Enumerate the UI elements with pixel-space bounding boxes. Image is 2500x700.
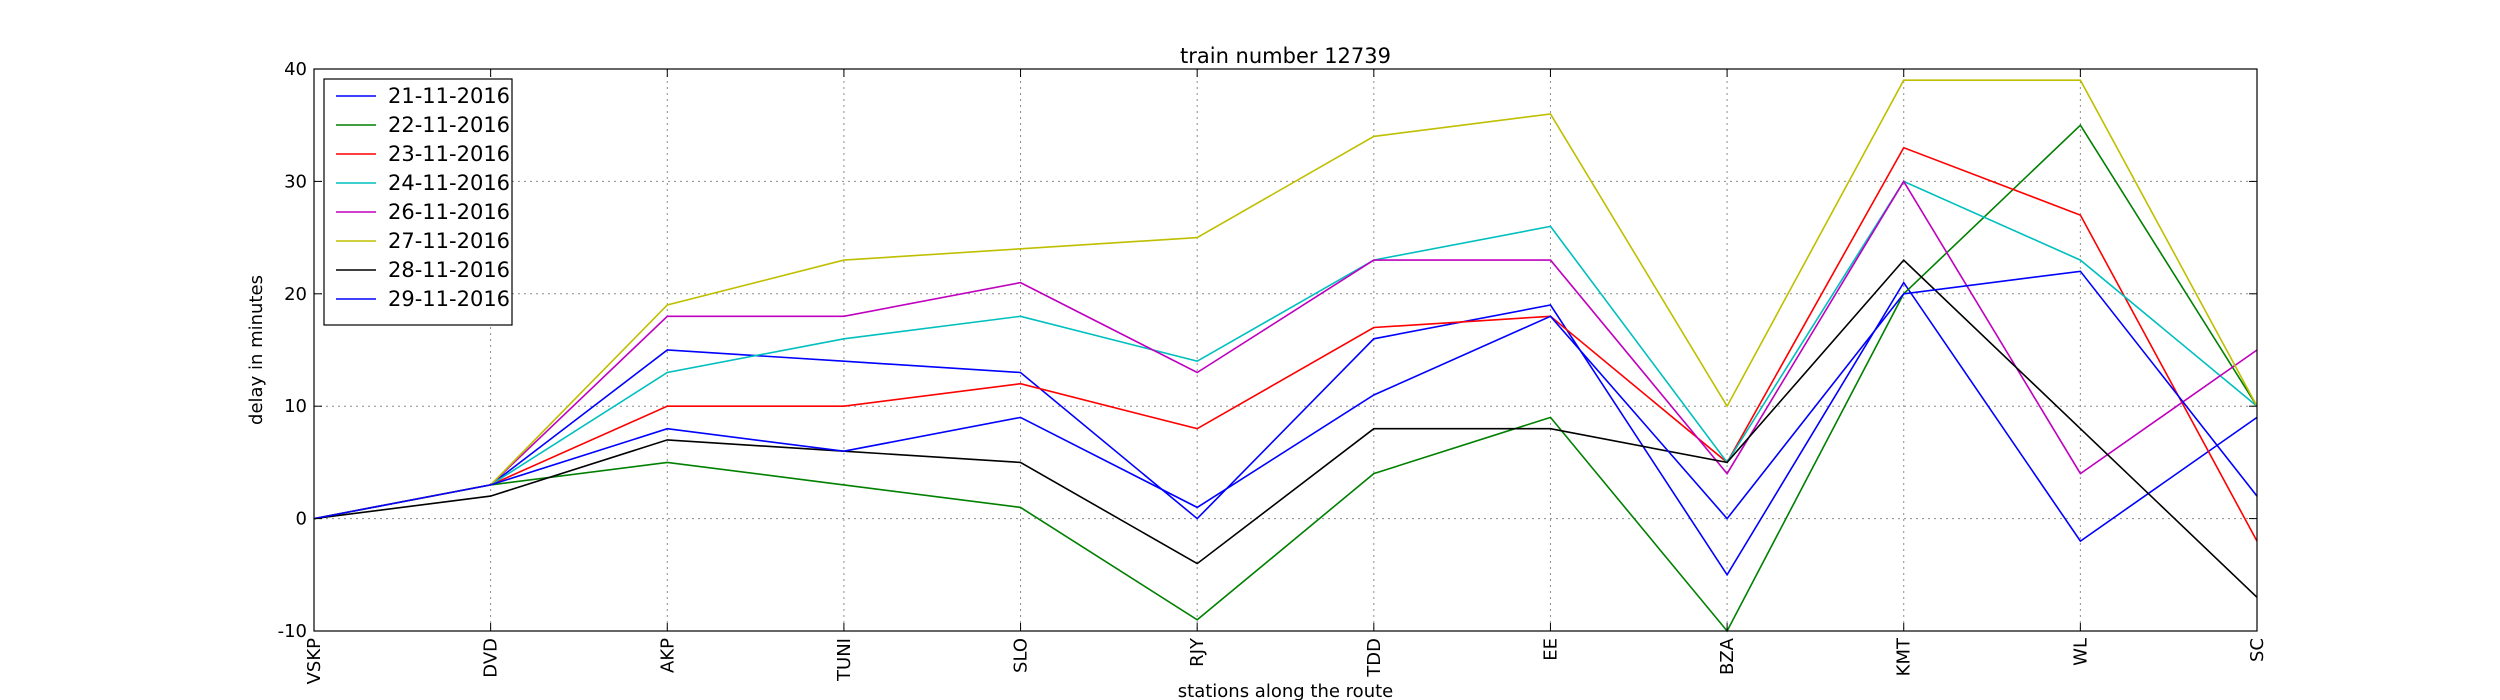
series-line-22-11-2016 [313,123,2258,633]
x-tick-label: WL [2070,638,2091,666]
series-lines [313,79,2258,633]
legend: 21-11-2016 22-11-2016 23-11-2016 24-11-2016… [323,78,513,326]
legend-label: 29-11-2016 [388,287,510,311]
y-tick-label: 40 [284,59,307,80]
x-tick-label: KMT [1894,637,1915,676]
x-tick-label: SC [2247,638,2268,662]
y-tick-label: 30 [284,171,307,192]
x-tick-label: SLO [1011,638,1032,673]
x-tick-label: TUNI [834,638,855,682]
x-tick-label: BZA [1717,637,1738,675]
axis-ticks: -10 0 10 20 30 40 VSKP DVD AKP TUNI SLO RJY TDD EE BZA… [278,59,2268,684]
x-tick-label: TDD [1364,638,1385,678]
x-tick-label: EE [1540,638,1561,661]
legend-label: 28-11-2016 [388,258,510,282]
x-axis-title: stations along the route [1178,681,1393,700]
series-line-28-11-2016 [313,258,2258,598]
series-line-26-11-2016 [313,179,2258,520]
legend-label: 23-11-2016 [388,142,510,166]
series-line-24-11-2016 [313,180,2258,520]
legend-label: 26-11-2016 [388,200,510,224]
series-line-29-11-2016 [313,270,2258,520]
x-tick-label: DVD [481,638,502,678]
grid [314,69,2257,631]
series-line-27-11-2016 [313,79,2258,520]
legend-label: 24-11-2016 [388,171,510,195]
legend-label: 22-11-2016 [388,113,510,137]
x-tick-label: RJY [1187,637,1208,667]
chart-title: train number 12739 [1180,44,1391,68]
legend-box [323,78,513,326]
x-tick-label: AKP [657,638,678,673]
y-axis-title: delay in minutes [246,275,267,425]
plot-frame [313,68,2258,632]
series-line-23-11-2016 [313,146,2258,542]
legend-label: 21-11-2016 [388,84,510,108]
y-tick-label: 20 [284,284,307,305]
x-tick-label: VSKP [304,638,325,685]
y-tick-label: -10 [278,621,307,642]
legend-label: 27-11-2016 [388,229,510,253]
series-line-21-11-2016 [313,281,2258,577]
y-tick-label: 0 [296,509,307,530]
y-tick-label: 10 [284,396,307,417]
